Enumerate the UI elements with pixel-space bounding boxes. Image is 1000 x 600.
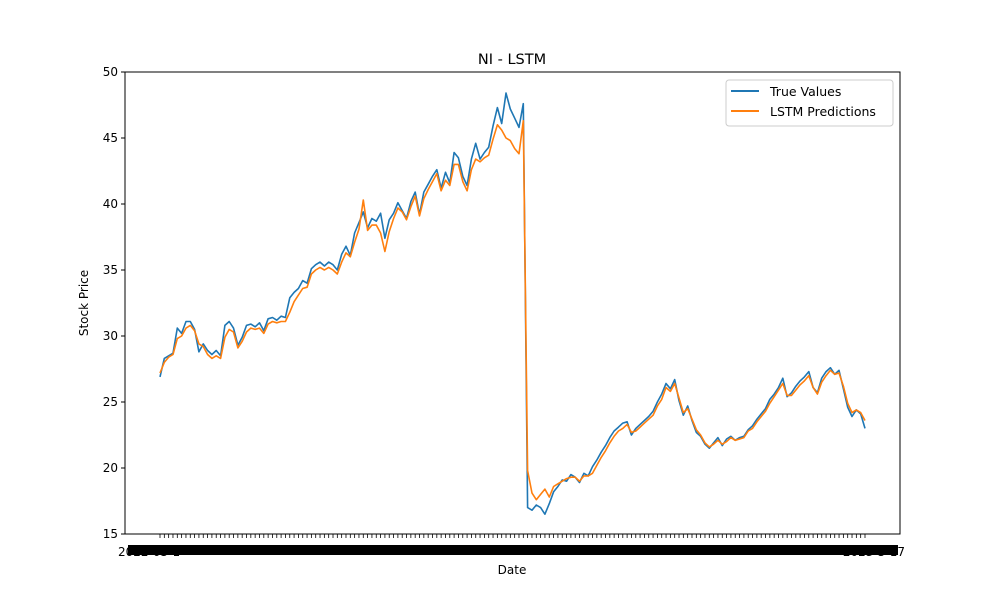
x-axis-label: Date (498, 563, 527, 577)
legend: True Values LSTM Predictions (725, 79, 894, 127)
y-tick-label: 50 (103, 65, 118, 79)
x-tick-labels-overlap (128, 545, 898, 555)
y-axis-label: Stock Price (77, 270, 91, 336)
y-tick-label: 30 (103, 329, 118, 343)
x-axis-ticks (128, 534, 898, 555)
plot-frame (124, 71, 901, 535)
legend-true-values-label: True Values (769, 84, 841, 99)
y-tick-label: 45 (103, 131, 118, 145)
x-tick-label-first: 2022-05-1 (118, 545, 180, 559)
y-axis-ticks: 15 20 25 30 35 40 45 50 (103, 65, 125, 541)
y-tick-label: 20 (103, 461, 118, 475)
chart-title: NI - LSTM (478, 52, 546, 68)
legend-lstm-predictions-label: LSTM Predictions (770, 104, 876, 119)
x-tick-label-last: 2023-5-17 (843, 545, 905, 559)
y-tick-label: 25 (103, 395, 118, 409)
series-line-lstm-predictions (159, 120, 866, 501)
y-tick-label: 40 (103, 197, 118, 211)
y-tick-label: 35 (103, 263, 118, 277)
series-layer (159, 92, 866, 516)
legend-box (725, 79, 894, 127)
y-tick-label: 15 (103, 527, 118, 541)
